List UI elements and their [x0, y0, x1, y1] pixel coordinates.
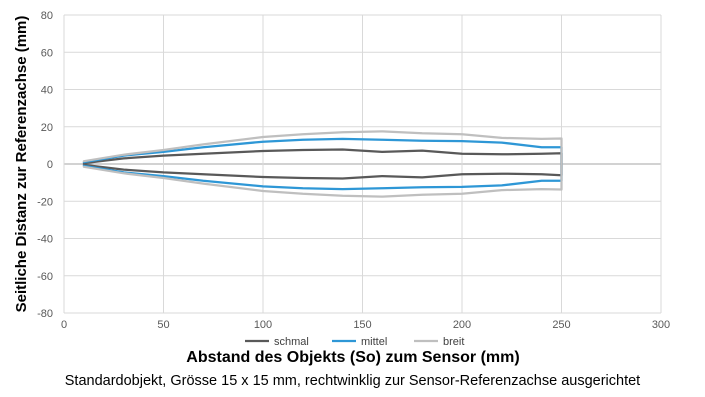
x-axis-label: Abstand des Objekts (So) zum Sensor (mm)	[186, 349, 519, 366]
chart-caption: Standardobjekt, Grösse 15 x 15 mm, recht…	[64, 373, 641, 389]
x-tick-label: 0	[61, 319, 67, 331]
legend-label: mittel	[361, 336, 387, 348]
x-tick-label: 150	[353, 319, 371, 331]
legend: schmal mittel breit	[245, 336, 464, 348]
x-tick-label: 200	[453, 319, 471, 331]
series-line-breit	[82, 130, 563, 198]
series-lines	[82, 130, 563, 198]
x-tick-label: 300	[652, 319, 670, 331]
legend-label: breit	[443, 336, 464, 348]
y-tick-label: -40	[37, 234, 53, 246]
y-tick-labels: 80 60 40 20 0 -20 -40 -60 -80	[37, 10, 53, 320]
y-tick-label: 60	[41, 47, 53, 59]
y-tick-label: 20	[41, 122, 53, 134]
x-tick-label: 250	[552, 319, 570, 331]
legend-item-schmal: schmal	[245, 336, 309, 348]
y-tick-label: -80	[37, 308, 53, 320]
y-tick-label: -60	[37, 271, 53, 283]
y-tick-label: 80	[41, 10, 53, 22]
legend-item-breit: breit	[414, 336, 464, 348]
y-axis-label: Seitliche Distanz zur Referenzachse (mm)	[13, 16, 30, 313]
x-tick-label: 50	[157, 319, 169, 331]
y-tick-label: 0	[47, 159, 53, 171]
y-tick-label: 40	[41, 85, 53, 97]
x-tick-label: 100	[254, 319, 272, 331]
x-tick-labels: 0 50 100 150 200 250 300	[61, 319, 670, 331]
grid	[63, 14, 662, 314]
legend-item-mittel: mittel	[332, 336, 387, 348]
y-tick-label: -20	[37, 196, 53, 208]
legend-label: schmal	[274, 336, 309, 348]
